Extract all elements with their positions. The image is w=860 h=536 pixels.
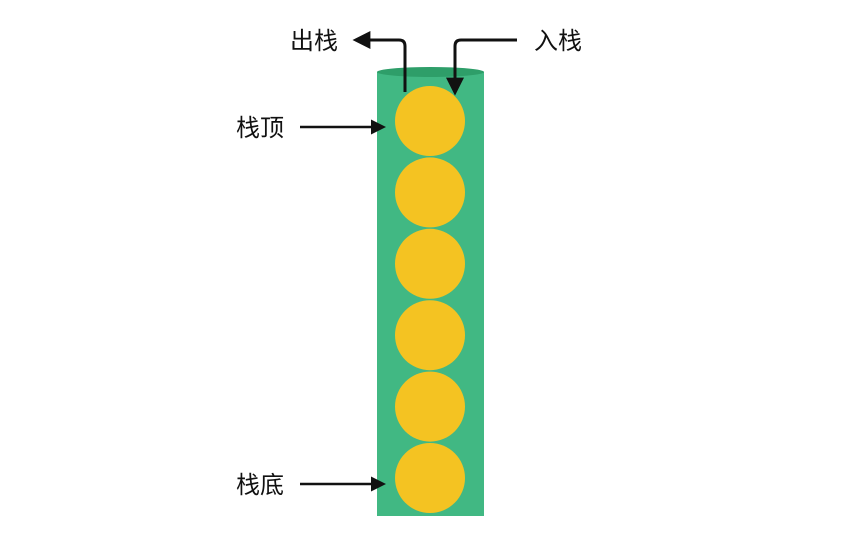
push-label: 入栈 xyxy=(534,27,582,55)
stack-element xyxy=(395,300,465,371)
pop-arrow xyxy=(352,31,407,92)
stack-element xyxy=(395,157,465,228)
stack-element xyxy=(395,443,465,513)
stack-element xyxy=(395,371,465,442)
stack-elements xyxy=(395,86,465,513)
stack-element xyxy=(395,228,465,299)
bottom-label: 栈底 xyxy=(236,471,284,499)
stack-element xyxy=(395,86,465,156)
push-arrow xyxy=(446,38,517,96)
top-label: 栈顶 xyxy=(236,114,284,142)
pop-label: 出栈 xyxy=(290,27,338,55)
stack-container-rim xyxy=(377,67,484,77)
